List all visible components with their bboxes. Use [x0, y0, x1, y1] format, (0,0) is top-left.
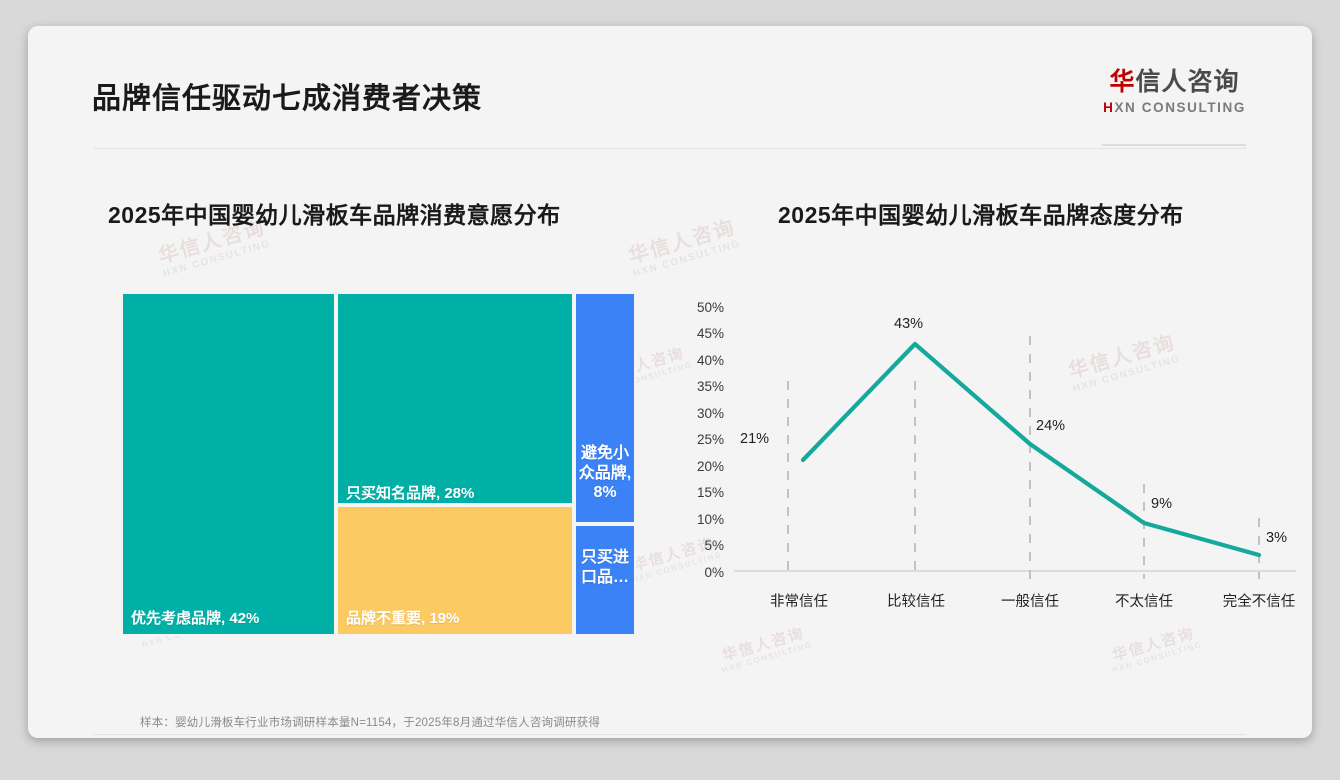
- treemap-label: 只买知名品牌, 28%: [346, 485, 475, 502]
- data-label: 43%: [894, 316, 924, 332]
- data-label: 3%: [1266, 530, 1287, 546]
- logo-en-accent: H: [1103, 100, 1115, 115]
- y-tick-label: 20%: [696, 459, 724, 474]
- treemap-label: 只买进口品…: [580, 549, 629, 586]
- treemap-label: 避免小众品牌, 8%: [578, 445, 632, 502]
- x-tick-label: 比较信任: [887, 594, 945, 610]
- y-tick-label: 0%: [704, 565, 724, 580]
- slide-header: 品牌信任驱动七成消费者决策 华信人咨询 HXN CONSULTING: [28, 26, 1312, 149]
- watermark-en: HXN CONSULTING: [161, 238, 273, 280]
- x-tick-label: 非常信任: [770, 594, 828, 610]
- watermark: 华信人咨询 HXN CONSULTING: [716, 624, 813, 675]
- logo-cn-accent: 华: [1109, 68, 1136, 96]
- watermark-en: HXN CONSULTING: [720, 640, 814, 675]
- line-series-trust-distribution: [800, 341, 1262, 558]
- watermark-cn: 华信人咨询: [1110, 624, 1197, 665]
- watermark-cn: 华信人咨询: [720, 624, 807, 665]
- y-tick-label: 35%: [696, 379, 724, 394]
- y-tick-label: 10%: [696, 512, 724, 527]
- page-title: 品牌信任驱动七成消费者决策: [92, 83, 483, 115]
- treemap-label: 品牌不重要, 19%: [346, 610, 460, 627]
- watermark-cn: 华信人咨询: [626, 216, 739, 268]
- y-tick-label: 25%: [696, 432, 724, 447]
- y-tick-label: 30%: [696, 406, 724, 421]
- line-chart-svg: [734, 336, 1296, 579]
- data-label: 9%: [1151, 496, 1172, 512]
- y-tick-label: 5%: [704, 538, 724, 553]
- logo-english: HXN CONSULTING: [1103, 100, 1246, 115]
- treemap-tile-famous-brand-only[interactable]: 只买知名品牌, 28%: [336, 292, 574, 505]
- header-divider: [94, 148, 1246, 149]
- y-tick-label: 45%: [696, 326, 724, 341]
- data-label: 24%: [1036, 418, 1066, 434]
- logo-en-rest: XN CONSULTING: [1114, 100, 1246, 115]
- watermark: 华信人咨询 HXN CONSULTING: [625, 216, 742, 280]
- logo-chinese: 华信人咨询: [1103, 70, 1246, 95]
- data-label: 21%: [740, 431, 770, 447]
- right-chart-title: 2025年中国婴幼儿滑板车品牌态度分布: [778, 202, 1184, 228]
- y-tick-label: 15%: [696, 485, 724, 500]
- y-tick-label: 50%: [696, 300, 724, 315]
- sample-footnote: 样本：婴幼儿滑板车行业市场调研样本量N=1154，于2025年8月通过华信人咨询…: [140, 717, 601, 729]
- slide-canvas: 华信人咨询 HXN CONSULTING 华信人咨询 HXN CONSULTIN…: [28, 26, 1312, 738]
- treemap-label: 优先考虑品牌, 42%: [131, 610, 260, 627]
- x-tick-label: 一般信任: [1001, 594, 1059, 610]
- watermark-en: HXN CONSULTING: [1110, 640, 1204, 675]
- treemap-tile-brand-not-important[interactable]: 品牌不重要, 19%: [336, 505, 574, 636]
- brand-logo: 华信人咨询 HXN CONSULTING: [1103, 70, 1246, 116]
- treemap-tile-avoid-niche-brand[interactable]: 避免小众品牌, 8%: [574, 292, 636, 524]
- line-chart: 50% 45% 40% 35% 30% 25% 20% 15% 10% 5% 0…: [678, 288, 1312, 618]
- x-tick-label: 不太信任: [1115, 594, 1173, 610]
- treemap-tile-imported-only[interactable]: 只买进口品…: [574, 524, 636, 636]
- logo-underline: [1102, 144, 1246, 146]
- watermark-en: HXN CONSULTING: [631, 238, 743, 280]
- treemap-tile-priority-brand[interactable]: 优先考虑品牌, 42%: [121, 292, 336, 636]
- logo-cn-rest: 信人咨询: [1135, 68, 1240, 96]
- x-tick-label: 完全不信任: [1222, 594, 1296, 610]
- watermark: 华信人咨询 HXN CONSULTING: [1106, 624, 1203, 675]
- treemap-chart: 优先考虑品牌, 42% 只买知名品牌, 28% 品牌不重要, 19% 避免小众品…: [121, 292, 636, 636]
- footer-divider: [94, 734, 1246, 735]
- y-tick-label: 40%: [696, 353, 724, 368]
- left-chart-title: 2025年中国婴幼儿滑板车品牌消费意愿分布: [108, 202, 561, 228]
